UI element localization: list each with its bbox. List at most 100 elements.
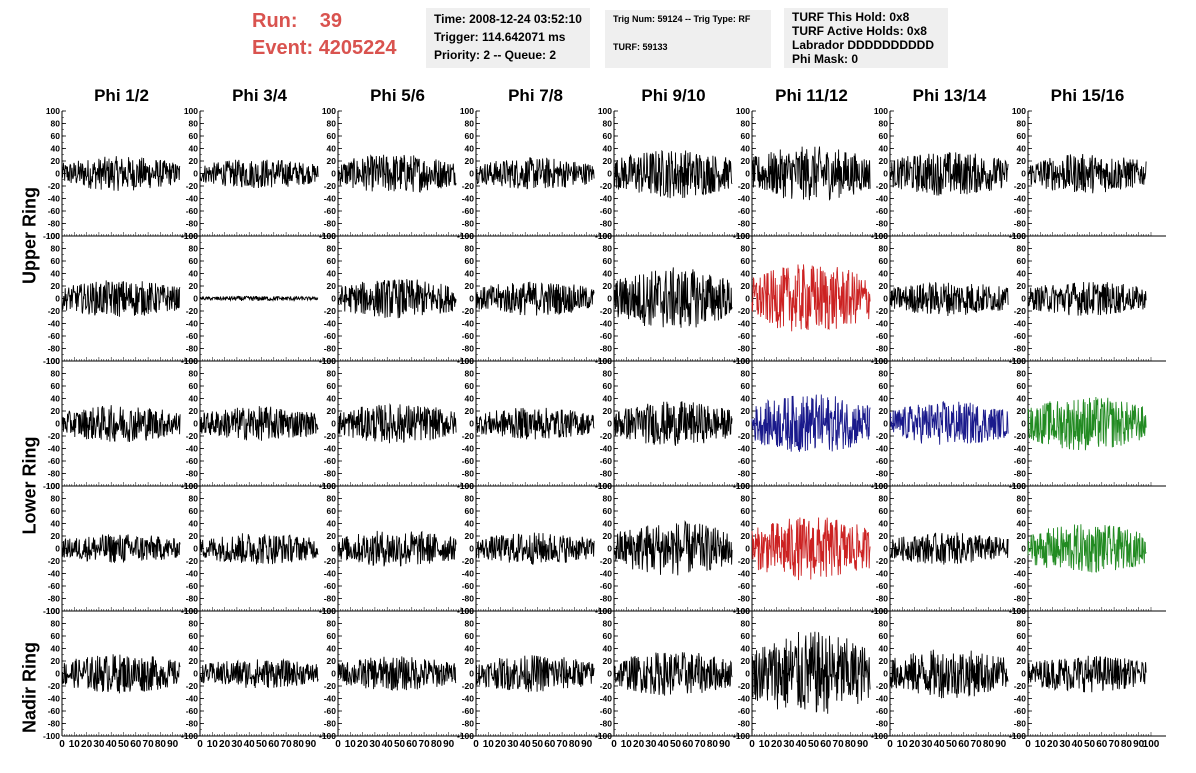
panel-3-0-ytick-label-10: 100 — [46, 481, 60, 491]
panel-0-3-ytick-label-6: 20 — [465, 156, 475, 166]
panel-4-5-ytick-label-2: -60 — [738, 706, 751, 716]
panel-4-1-ytick-label-7: 40 — [189, 644, 199, 654]
panel-4-4-ytick-label-10: 100 — [598, 606, 612, 616]
panel-1-1-ytick-label-2: -60 — [186, 331, 199, 341]
panel-2-1-ytick-label-8: 60 — [189, 381, 199, 391]
waveform-3-3 — [475, 532, 595, 565]
phi-label-2: Phi 3/4 — [232, 86, 287, 105]
panel-3-0-ytick-label-4: -20 — [48, 556, 61, 566]
panel-0-7-ytick-label-8: 60 — [1017, 131, 1027, 141]
panel-4-0-ytick-label-5: 0 — [55, 669, 60, 679]
panel-2-1-ytick-label-3: -40 — [186, 444, 199, 454]
run-event-box: Run: 39 Event: 4205224 — [252, 8, 422, 62]
panel-2-6-ytick-label-2: -60 — [876, 456, 889, 466]
panel-1-0-ytick-label-1: -80 — [48, 344, 61, 354]
panel-2-5-ytick-label-4: -20 — [738, 431, 751, 441]
panel-0-1-ytick-label-2: -60 — [186, 206, 199, 216]
panel-4-2-xtick-label-2: 20 — [357, 739, 369, 750]
panel-4-5-ytick-label-7: 40 — [741, 644, 751, 654]
panel-4-5-xtick-label-2: 20 — [771, 739, 783, 750]
panel-2-6-ytick-label-0: -100 — [871, 481, 888, 491]
panel-1-3-ytick-label-0: -100 — [457, 356, 474, 366]
panel-1-5-ytick-label-9: 80 — [741, 244, 751, 254]
panel-0-0-ytick-label-2: -60 — [48, 206, 61, 216]
panel-3-5-ytick-label-4: -20 — [738, 556, 751, 566]
panel-0-2-ytick-label-6: 20 — [327, 156, 337, 166]
panel-3-4-ytick-label-1: -80 — [600, 594, 613, 604]
panel-2-0-ytick-label-10: 100 — [46, 356, 60, 366]
panel-0-7-ytick-label-1: -80 — [1014, 219, 1027, 229]
panel-4-5-ytick-label-3: -40 — [738, 694, 751, 704]
panel-1-5-ytick-label-0: -100 — [733, 356, 750, 366]
panel-4-2-ytick-label-5: 0 — [331, 669, 336, 679]
panel-1-0-ytick-label-5: 0 — [55, 294, 60, 304]
panel-1-6-ytick-label-5: 0 — [883, 294, 888, 304]
panel-3-1-ytick-label-5: 0 — [193, 544, 198, 554]
panel-4-7-ytick-label-6: 20 — [1017, 656, 1027, 666]
panel-2-4-ytick-label-4: -20 — [600, 431, 613, 441]
panel-0-1-ytick-label-7: 40 — [189, 144, 199, 154]
panel-0-4-ytick-label-8: 60 — [603, 131, 613, 141]
panel-4-6-ytick-label-9: 80 — [879, 619, 889, 629]
panel-1-1-ytick-label-7: 40 — [189, 269, 199, 279]
panel-1-7-ytick-label-0: -100 — [1009, 356, 1026, 366]
panel-3-6-ytick-label-5: 0 — [883, 544, 888, 554]
phi-label-8: Phi 15/16 — [1050, 86, 1125, 105]
waveform-1-4 — [613, 267, 733, 328]
panel-1-6-ytick-label-0: -100 — [871, 356, 888, 366]
panel-4-1-xtick-label-8: 80 — [293, 739, 305, 750]
panel-0-2-ytick-label-7: 40 — [327, 144, 337, 154]
panel-2-7-ytick-label-10: 100 — [1012, 356, 1026, 366]
panel-4-1-ytick-label-8: 60 — [189, 631, 199, 641]
panel-4-4-xtick-label-6: 60 — [682, 739, 694, 750]
panel-3-1-ytick-label-10: 100 — [184, 481, 198, 491]
panel-4-2-ytick-label-4: -20 — [324, 681, 337, 691]
panel-4-0-ytick-label-9: 80 — [51, 619, 61, 629]
panel-0-7-ytick-label-2: -60 — [1014, 206, 1027, 216]
panel-3-6-ytick-label-1: -80 — [876, 594, 889, 604]
panel-4-7-xtick-label-5: 50 — [1084, 739, 1096, 750]
panel-4-1-xtick-label-1: 10 — [207, 739, 219, 750]
panel-0-3-ytick-label-1: -80 — [462, 219, 475, 229]
panel-4-3-ytick-label-7: 40 — [465, 644, 475, 654]
panel-2-6-ytick-label-6: 20 — [879, 406, 889, 416]
time-info-box: Time: 2008-12-24 03:52:10 Trigger: 114.6… — [426, 8, 590, 68]
panel-0-2-ytick-label-1: -80 — [324, 219, 337, 229]
panel-4-6-ytick-label-10: 100 — [874, 606, 888, 616]
trig-info-box: Trig Num: 59124 -- Trig Type: RF TURF: 5… — [605, 10, 771, 68]
phi-mask-text: Phi Mask: 0 — [792, 52, 859, 66]
waveform-2-7 — [1027, 396, 1147, 451]
panel-4-3-ytick-label-3: -40 — [462, 694, 475, 704]
panel-3-5-ytick-label-1: -80 — [738, 594, 751, 604]
panel-4-2-xtick-label-4: 40 — [382, 739, 394, 750]
panel-0-1-ytick-label-9: 80 — [189, 119, 199, 129]
panel-4-3-xtick-label-8: 80 — [569, 739, 581, 750]
trigger-text: Trigger: 114.642071 ms — [434, 30, 566, 44]
panel-0-6-ytick-label-4: -20 — [876, 181, 889, 191]
panel-3-2-ytick-label-1: -80 — [324, 594, 337, 604]
panel-4-5-xtick-label-4: 40 — [796, 739, 808, 750]
panel-1-5-ytick-label-8: 60 — [741, 256, 751, 266]
panel-3-0-ytick-label-8: 60 — [51, 506, 61, 516]
panel-0-2-ytick-label-5: 0 — [331, 169, 336, 179]
panel-3-3-ytick-label-4: -20 — [462, 556, 475, 566]
panel-4-6-xtick-label-3: 30 — [921, 739, 933, 750]
panel-0-5-ytick-label-4: -20 — [738, 181, 751, 191]
panel-4-2-xtick-label-7: 70 — [419, 739, 431, 750]
panel-2-1-ytick-label-7: 40 — [189, 394, 199, 404]
panel-1-7-ytick-label-10: 100 — [1012, 231, 1026, 241]
trig-num-text: Trig Num: 59124 -- Trig Type: RF — [613, 14, 751, 24]
panel-3-7-ytick-label-3: -40 — [1014, 569, 1027, 579]
waveform-3-2 — [337, 530, 457, 567]
panel-3-2-ytick-label-10: 100 — [322, 481, 336, 491]
run-label: Run: — [252, 10, 298, 32]
panel-2-3-ytick-label-2: -60 — [462, 456, 475, 466]
panel-3-3-ytick-label-1: -80 — [462, 594, 475, 604]
panel-4-2-ytick-label-10: 100 — [322, 606, 336, 616]
panel-4-7-xtick-label-4: 40 — [1072, 739, 1084, 750]
panel-4-0-ytick-label-1: -80 — [48, 719, 61, 729]
panel-1-4-ytick-label-7: 40 — [603, 269, 613, 279]
panel-2-1-ytick-label-1: -80 — [186, 469, 199, 479]
panel-1-1-ytick-label-1: -80 — [186, 344, 199, 354]
panel-4-6-ytick-label-4: -20 — [876, 681, 889, 691]
